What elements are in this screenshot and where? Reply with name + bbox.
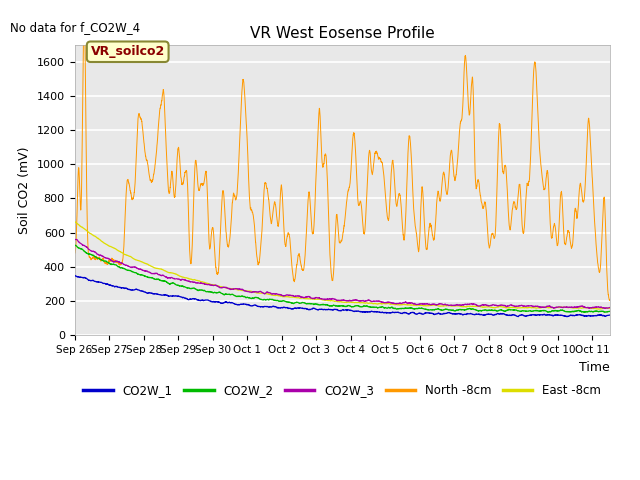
CO2W_1	[70, 273, 78, 278]
CO2W_2	[168, 280, 175, 286]
North -8cm	[419, 188, 426, 193]
North -8cm	[70, 251, 78, 256]
Text: VR_soilco2: VR_soilco2	[91, 45, 165, 58]
CO2W_3	[275, 292, 283, 298]
North -8cm	[470, 116, 477, 122]
X-axis label: Time: Time	[579, 360, 610, 373]
Line: CO2W_3: CO2W_3	[74, 240, 610, 308]
North -8cm	[605, 298, 613, 303]
East -8cm	[470, 304, 477, 310]
East -8cm	[419, 302, 426, 308]
Text: No data for f_CO2W_4: No data for f_CO2W_4	[10, 21, 140, 34]
North -8cm	[392, 195, 399, 201]
Title: VR West Eosense Profile: VR West Eosense Profile	[250, 25, 435, 41]
East -8cm	[606, 305, 614, 311]
CO2W_3	[70, 237, 78, 242]
Line: CO2W_1: CO2W_1	[74, 276, 610, 317]
East -8cm	[168, 270, 175, 276]
East -8cm	[511, 305, 518, 311]
Line: North -8cm: North -8cm	[74, 45, 610, 300]
North -8cm	[606, 298, 614, 303]
CO2W_1	[71, 273, 79, 278]
North -8cm	[79, 42, 87, 48]
Line: East -8cm: East -8cm	[74, 221, 610, 309]
CO2W_3	[511, 303, 518, 309]
CO2W_3	[470, 301, 477, 307]
CO2W_2	[606, 309, 614, 314]
CO2W_1	[168, 293, 175, 299]
CO2W_3	[392, 300, 399, 306]
CO2W_3	[419, 301, 426, 307]
CO2W_2	[392, 305, 399, 311]
CO2W_3	[606, 305, 614, 311]
Legend: CO2W_1, CO2W_2, CO2W_3, North -8cm, East -8cm: CO2W_1, CO2W_2, CO2W_3, North -8cm, East…	[79, 380, 605, 402]
CO2W_1	[511, 312, 518, 318]
CO2W_2	[70, 242, 78, 248]
CO2W_3	[602, 305, 609, 311]
Line: CO2W_2: CO2W_2	[74, 245, 610, 312]
East -8cm	[275, 293, 283, 299]
CO2W_1	[515, 314, 522, 320]
CO2W_1	[470, 312, 477, 317]
CO2W_2	[275, 299, 283, 304]
CO2W_3	[168, 275, 175, 280]
East -8cm	[70, 218, 78, 224]
East -8cm	[595, 306, 602, 312]
North -8cm	[275, 217, 283, 223]
CO2W_1	[606, 312, 614, 318]
CO2W_2	[581, 310, 589, 315]
CO2W_2	[419, 305, 426, 311]
North -8cm	[511, 200, 518, 205]
North -8cm	[168, 168, 175, 174]
Y-axis label: Soil CO2 (mV): Soil CO2 (mV)	[18, 146, 31, 234]
East -8cm	[392, 301, 399, 307]
CO2W_2	[511, 307, 518, 313]
CO2W_1	[275, 305, 283, 311]
CO2W_1	[419, 311, 426, 317]
CO2W_2	[470, 306, 477, 312]
CO2W_1	[392, 310, 399, 315]
